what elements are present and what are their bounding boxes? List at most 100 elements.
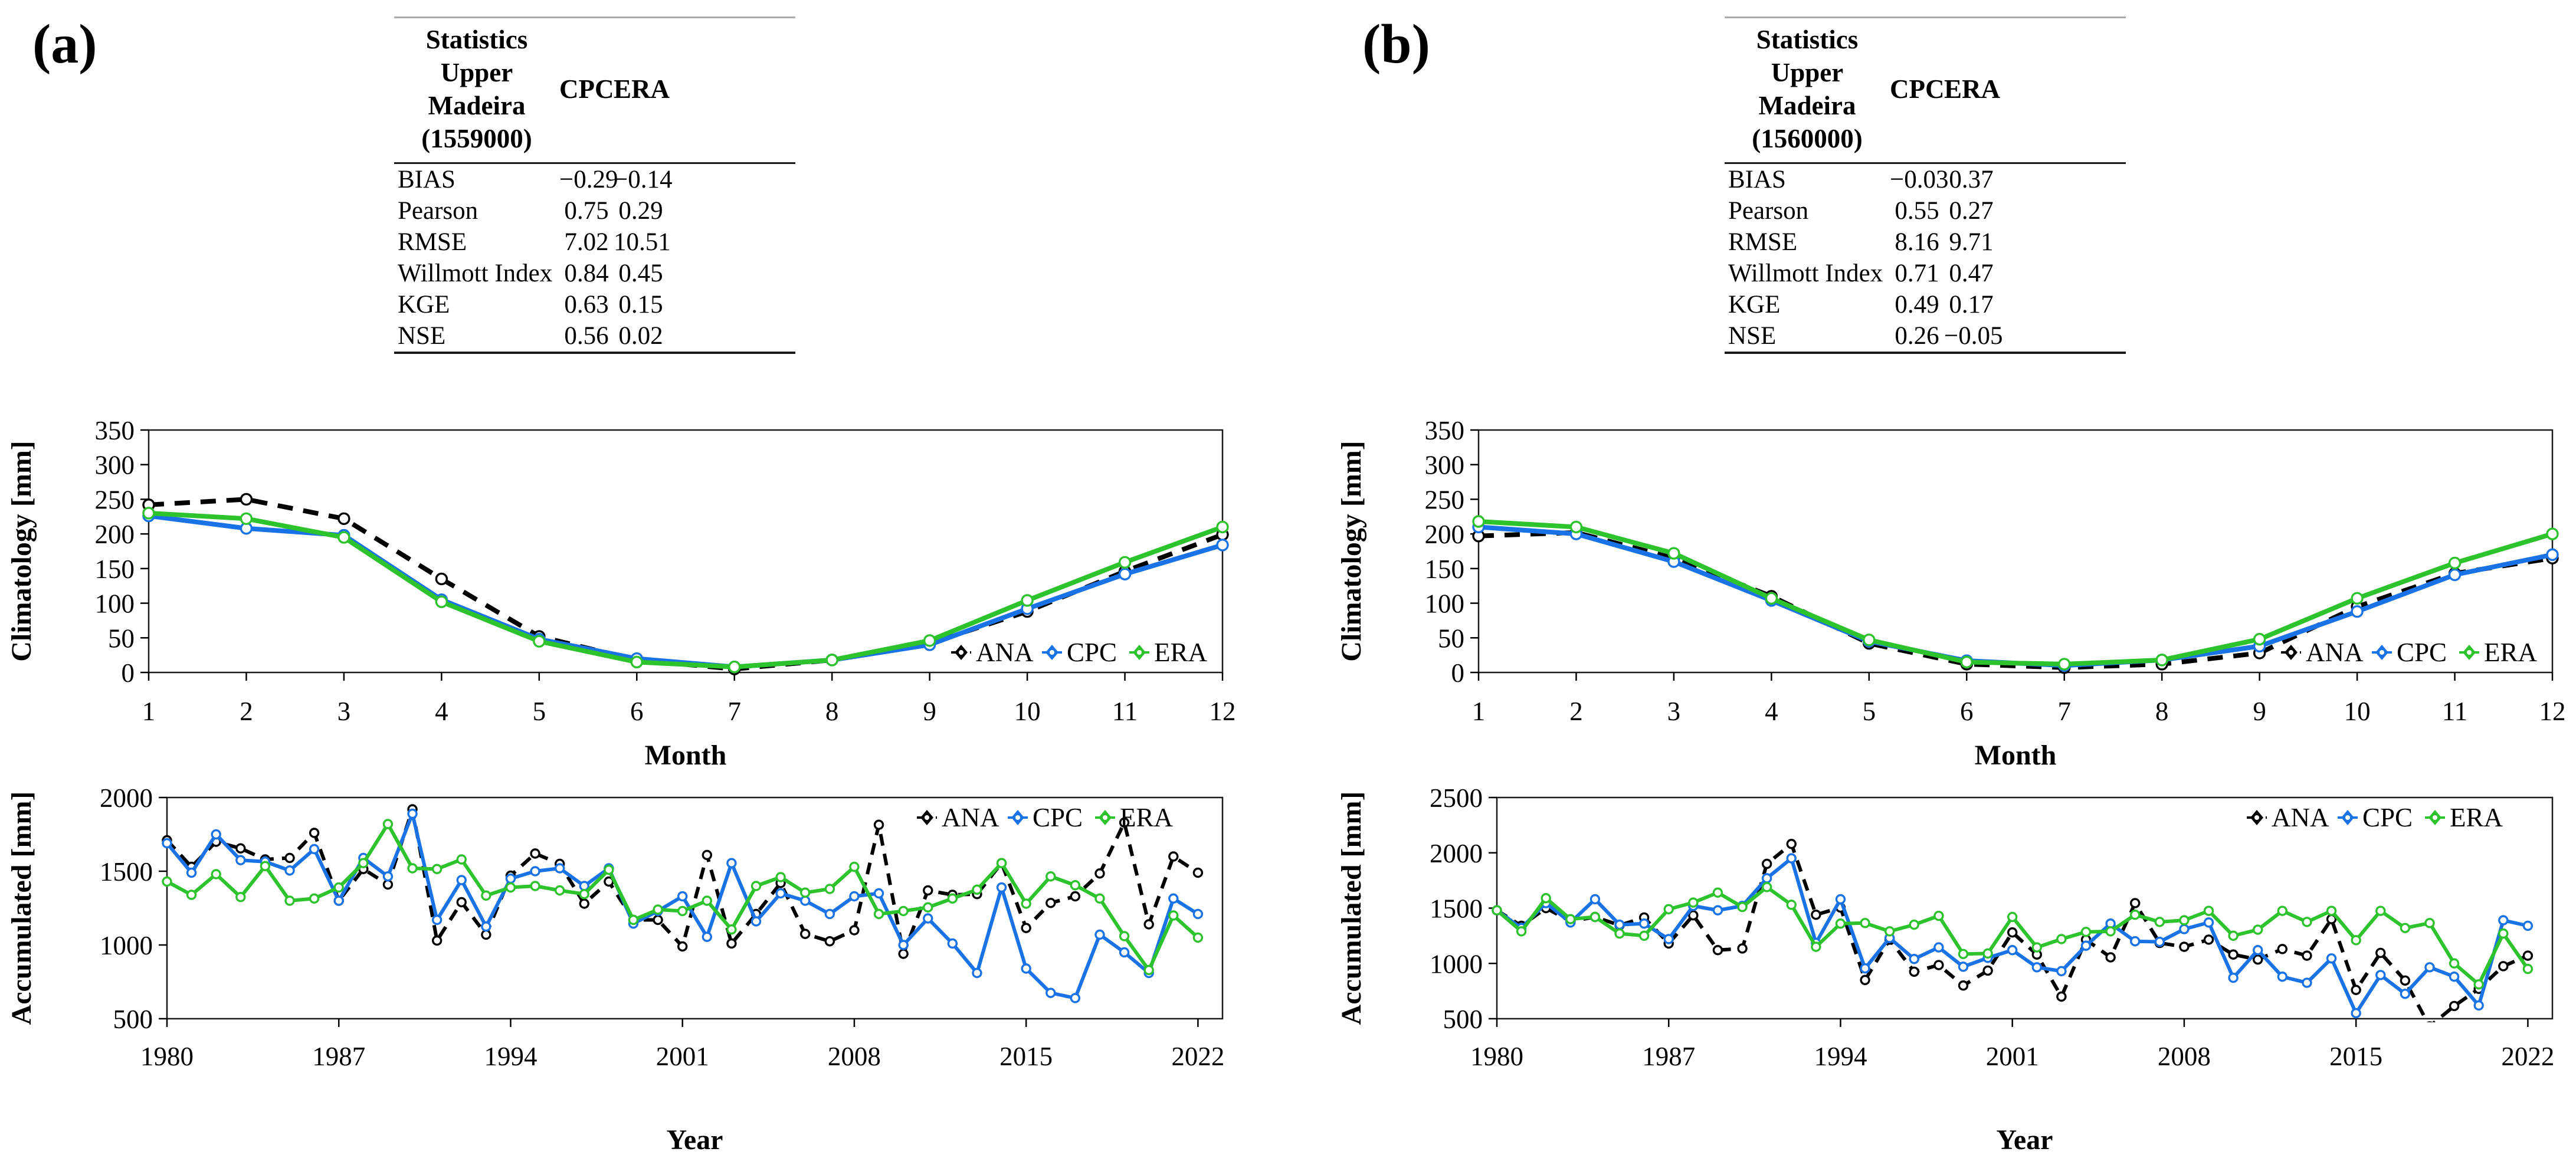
- data-point-marker: [824, 884, 835, 894]
- data-point-marker: [2351, 984, 2361, 995]
- data-point-marker: [2031, 942, 2043, 953]
- data-point-marker: [358, 858, 369, 868]
- data-point-marker: [2351, 1008, 2361, 1019]
- data-point-marker: [240, 493, 253, 506]
- stats-table-b-header: Statistics Upper Madeira (1560000) CPC E…: [1725, 18, 2126, 164]
- data-point-marker: [1933, 910, 1944, 921]
- x-tick-label: 2008: [2158, 1042, 2211, 1071]
- x-tick-label: 1994: [484, 1042, 537, 1071]
- data-point-marker: [2228, 949, 2239, 960]
- y-tick-label: 250: [1425, 485, 1465, 514]
- data-point-marker: [186, 867, 197, 878]
- data-point-marker: [579, 889, 589, 900]
- data-point-marker: [1982, 965, 1993, 976]
- data-point-marker: [2277, 944, 2288, 954]
- stat-metric-value: 10.51: [614, 228, 671, 256]
- y-tick-label: 1500: [1430, 894, 1483, 924]
- data-point-marker: [211, 869, 221, 880]
- stats-table-b-title: Statistics Upper Madeira (1560000): [1725, 23, 1890, 155]
- accumulated-chart-a: 500 1000 1500 2000 1980 1987 1994 2001 2008 2015 2…: [6, 783, 1224, 1156]
- stat-metric-value: 0.56: [564, 322, 609, 350]
- data-point-marker: [309, 828, 320, 838]
- legend-marker-center: [1103, 815, 1107, 820]
- data-point-marker: [2179, 915, 2190, 926]
- series-line-cpc: [165, 812, 1199, 1000]
- x-tick-label: 2015: [999, 1042, 1053, 1071]
- data-point-marker: [579, 898, 589, 909]
- stats-table-b-body: BIAS −0.03 0.37 Pearson 0.55 0.27 RMSE 8.16 9.71…: [1725, 164, 2126, 352]
- data-point-marker: [382, 819, 394, 829]
- x-tick-label: 6: [1960, 697, 1974, 726]
- data-point-marker: [456, 875, 467, 885]
- x-tick-label: 4: [435, 697, 448, 726]
- legend-marker-center: [2433, 815, 2437, 820]
- data-point-marker: [1021, 923, 1031, 933]
- legend-marker-center: [2345, 815, 2350, 820]
- stats-col-cpc: CPC: [1890, 74, 1945, 104]
- stat-metric-value: 0.55: [1895, 197, 1939, 225]
- x-tick-label: 3: [1667, 697, 1681, 726]
- data-point-marker: [1119, 947, 1130, 958]
- data-point-marker: [1021, 963, 1031, 974]
- data-point-marker: [630, 655, 643, 669]
- y-axis-title: Accumulated [mm]: [6, 792, 37, 1025]
- stat-metric-value: 0.49: [1895, 291, 1939, 319]
- data-point-marker: [407, 863, 418, 874]
- data-point-marker: [235, 843, 246, 854]
- stat-metric-value: 8.16: [1895, 228, 1939, 256]
- data-point-marker: [2105, 952, 2116, 963]
- data-point-marker: [2351, 592, 2364, 605]
- x-tick-label: 2022: [1171, 1042, 1224, 1071]
- x-tick-label: 7: [2057, 697, 2071, 726]
- x-tick-label: 9: [2253, 697, 2266, 726]
- stat-metric-label: RMSE: [1728, 228, 1798, 256]
- x-tick-label: 1980: [1470, 1042, 1523, 1071]
- data-point-marker: [2351, 935, 2361, 946]
- stats-col-cpc: CPC: [559, 74, 614, 104]
- data-point-marker: [1667, 547, 1680, 560]
- data-point-marker: [2400, 975, 2411, 986]
- data-point-marker: [2427, 1021, 2433, 1022]
- data-point-marker: [309, 844, 320, 855]
- data-point-marker: [873, 908, 884, 920]
- data-point-marker: [1811, 941, 1821, 952]
- accumulated-chart-b: 500 1000 1500 2000 2500 1980 1987 1994 2001 2008 2…: [1336, 783, 2554, 1156]
- data-point-marker: [2179, 941, 2190, 952]
- x-tick-label: 1: [142, 697, 156, 726]
- data-point-marker: [2031, 962, 2043, 973]
- x-axis-title: Year: [667, 1124, 723, 1156]
- data-point-marker: [456, 854, 467, 865]
- data-point-marker: [2473, 1000, 2484, 1011]
- data-point-marker: [1663, 904, 1674, 915]
- data-point-marker: [1118, 567, 1132, 580]
- data-point-marker: [2154, 936, 2165, 947]
- x-tick-label: 12: [1210, 697, 1236, 726]
- data-point-marker: [2203, 905, 2214, 916]
- data-point-marker: [2375, 905, 2386, 916]
- data-point-marker: [824, 908, 835, 920]
- chart-legend: ANA CPC ERA: [2281, 638, 2538, 667]
- chart-legend: ANA CPC ERA: [2247, 803, 2503, 832]
- data-point-marker: [873, 888, 884, 899]
- stat-row: BIAS −0.29 −0.14: [394, 164, 795, 195]
- data-point-marker: [2326, 905, 2337, 916]
- stat-metric-value: 0.17: [1949, 291, 1994, 319]
- legend-label-era: ERA: [2484, 638, 2538, 667]
- data-point-marker: [604, 864, 614, 875]
- y-tick-label: 500: [113, 1005, 153, 1034]
- legend-label-ana: ANA: [2272, 803, 2329, 832]
- stat-metric-value: 0.26: [1895, 322, 1939, 350]
- stat-row: Pearson 0.55 0.27: [1725, 195, 2126, 227]
- data-point-marker: [677, 941, 688, 952]
- series-markers-era: [162, 819, 1204, 976]
- data-point-marker: [260, 861, 271, 871]
- series-line-era: [1478, 519, 2554, 667]
- stats-title-line: Statistics: [425, 25, 528, 54]
- stat-metric-label: KGE: [1728, 291, 1781, 319]
- data-point-marker: [2522, 950, 2534, 961]
- data-point-marker: [2302, 950, 2312, 961]
- stats-table-a: Statistics Upper Madeira (1559000) CPC E…: [394, 17, 795, 354]
- data-point-marker: [2007, 927, 2018, 938]
- stat-metric-label: BIAS: [1728, 166, 1786, 193]
- y-tick-label: 350: [95, 416, 135, 445]
